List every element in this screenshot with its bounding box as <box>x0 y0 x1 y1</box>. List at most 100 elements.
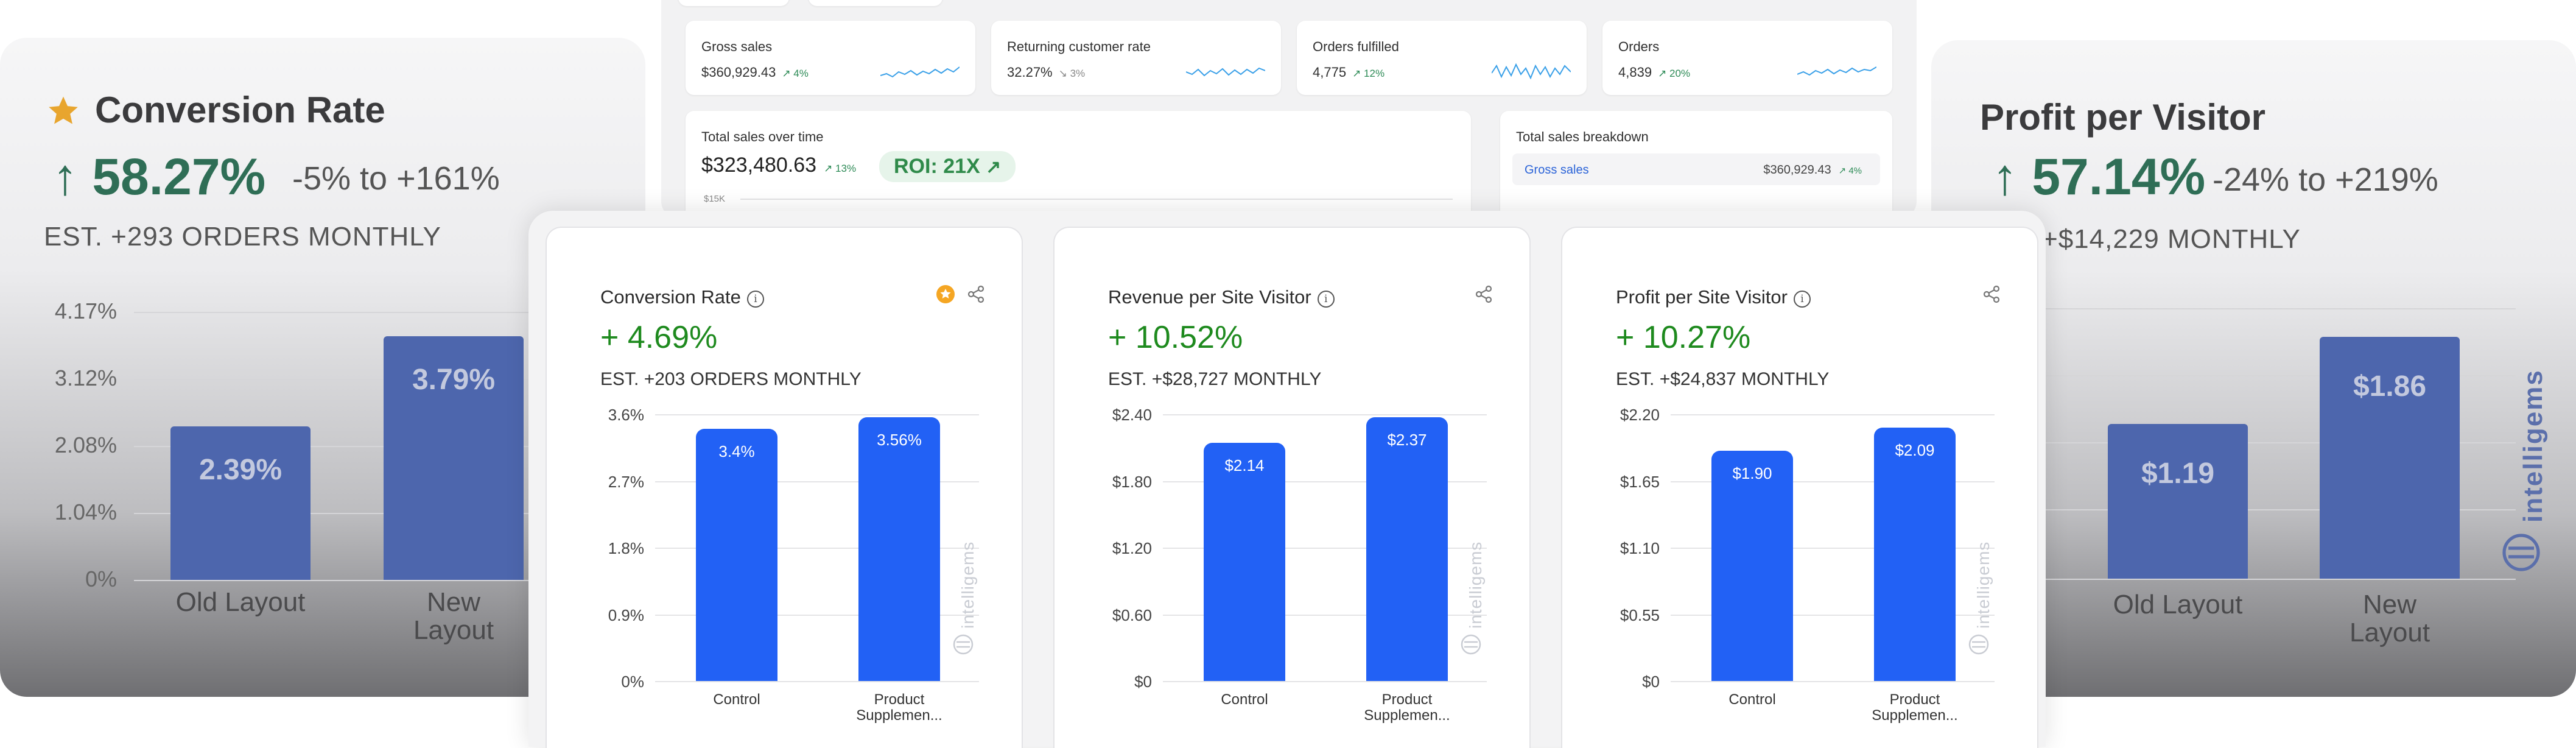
tick-label: $1.10 <box>1620 539 1660 557</box>
tick-label: $0 <box>1134 672 1152 691</box>
panel-title: Total sales over time <box>701 129 824 144</box>
analytics-dashboard: Gross sales $360,929.43 ↗ 4% Returning cu… <box>661 0 1917 245</box>
sparkline-icon <box>1797 66 1876 76</box>
card-title-text: Revenue per Site Visitor <box>1108 286 1311 308</box>
bar-value-label: $2.14 <box>1224 456 1265 475</box>
tick-label: 3.12% <box>54 365 117 390</box>
bar-value-label: $2.09 <box>1895 441 1935 459</box>
bg-card-range: -5% to +161% <box>292 160 500 197</box>
bg-card-title: Profit per Visitor <box>1980 97 2265 138</box>
card-title: Conversion Rate i <box>600 286 764 308</box>
bg-bar-old-layout: 2.39% <box>170 426 311 580</box>
kpi-orders-fulfilled[interactable]: Orders fulfilled 4,775 ↗ 12% <box>1297 21 1587 95</box>
bg-card-rate: ↑ 57.14% <box>1992 148 2206 205</box>
breakdown-row[interactable]: Gross sales $360,929.43 ↗ 4% <box>1512 153 1880 185</box>
bar-value-label: $1.86 <box>2353 370 2427 403</box>
category-label: New Layout <box>413 587 494 646</box>
roi-badge: ROI: 21X ↗ <box>879 151 1016 182</box>
card-title: Revenue per Site Visitor i <box>1108 286 1335 308</box>
star-icon <box>49 96 78 124</box>
star-badge-icon[interactable] <box>935 284 956 305</box>
bg-card-rate: ↑ 58.27% <box>52 148 266 205</box>
share-icon[interactable] <box>1981 284 2002 305</box>
bar-control: 3.4% <box>696 429 777 681</box>
sparkline-icon <box>1492 63 1571 80</box>
kpi-returning-customer-rate[interactable]: Returning customer rate 32.27% ↘ 3% <box>991 21 1281 95</box>
info-icon[interactable]: i <box>746 291 764 308</box>
intelligems-logo-icon <box>953 634 974 655</box>
kpi-title: Orders <box>1618 39 1660 54</box>
sparkline-icon <box>880 66 960 78</box>
bg-card-estimate: EST. +293 ORDERS MONTHLY <box>44 222 441 252</box>
card-title: Profit per Site Visitor i <box>1616 286 1811 308</box>
estimate-text: EST. +$24,837 MONTHLY <box>1616 369 1830 389</box>
bar-variant: $2.37 <box>1366 417 1448 681</box>
estimate-text: EST. +203 ORDERS MONTHLY <box>600 369 862 389</box>
tick-label: 1.04% <box>54 499 117 524</box>
info-icon[interactable]: i <box>1317 291 1335 308</box>
bg-card-title: Conversion Rate <box>95 90 385 130</box>
category-label: Control <box>1728 691 1776 708</box>
kpi-title: Gross sales <box>701 39 773 54</box>
lift-value: + 4.69% <box>600 320 718 355</box>
breakdown-row-value: $360,929.43 ↗ 4% <box>1763 163 1862 177</box>
bar-value-label: 3.79% <box>412 364 496 396</box>
category-label: Old Layout <box>2113 590 2243 619</box>
kpi-orders[interactable]: Orders 4,839 ↗ 20% <box>1602 21 1892 95</box>
share-icon[interactable] <box>966 284 986 305</box>
category-label: Control <box>1221 691 1268 708</box>
kpi-value-text: 32.27% <box>1007 65 1053 80</box>
bar-value-label: 3.56% <box>877 431 922 449</box>
metric-card-conversion-rate[interactable]: Conversion Rate i + 4.69% EST. +203 ORDER… <box>546 227 1023 748</box>
metric-card-revenue-per-visitor[interactable]: Revenue per Site Visitor i + 10.52% EST. … <box>1053 227 1531 748</box>
kpi-value: 32.27% ↘ 3% <box>1007 65 1085 80</box>
card-title-text: Conversion Rate <box>600 286 741 308</box>
tick-label: $1.65 <box>1620 473 1660 491</box>
sales-value: $323,480.63 ↗ 13% <box>701 153 856 177</box>
metric-card-profit-per-visitor[interactable]: Profit per Site Visitor i + 10.27% EST. +… <box>1561 227 2038 748</box>
kpi-title: Returning customer rate <box>1007 39 1151 54</box>
kpi-gross-sales[interactable]: Gross sales $360,929.43 ↗ 4% <box>686 21 975 95</box>
tick-label: $2.40 <box>1112 406 1152 424</box>
bar-variant: 3.56% <box>858 417 940 681</box>
bar-variant: $2.09 <box>1874 428 1956 681</box>
axis-tick: $15K <box>704 194 726 204</box>
watermark: intelligems <box>1974 541 1993 629</box>
metric-cards-container: Conversion Rate i + 4.69% EST. +203 ORDER… <box>528 211 2046 748</box>
tick-label: 1.8% <box>608 539 644 557</box>
tick-label: 3.6% <box>608 406 644 424</box>
roi-text: ROI: 21X <box>894 155 980 178</box>
card-title-text: Profit per Site Visitor <box>1616 286 1788 308</box>
kpi-delta: ↘ 3% <box>1058 68 1086 79</box>
kpi-value: 4,839 ↗ 20% <box>1618 65 1690 80</box>
bar-value-label: $1.19 <box>2141 457 2215 490</box>
bg-bar-new-layout: $1.86 <box>2320 337 2460 579</box>
tick-label: 0% <box>621 672 644 691</box>
tick-label: 0.9% <box>608 606 644 624</box>
bg-card-range: -24% to +219% <box>2213 161 2438 198</box>
kpi-delta: ↗ 4% <box>782 68 809 79</box>
sales-delta: ↗ 13% <box>824 163 857 174</box>
kpi-value-text: $360,929.43 <box>701 65 776 80</box>
kpi-value-text: 4,775 <box>1313 65 1347 80</box>
bar-value-label: 3.4% <box>718 442 755 460</box>
category-label: Control <box>713 691 760 708</box>
breakdown-value-text: $360,929.43 <box>1763 163 1831 177</box>
category-label: New Layout <box>2349 590 2430 648</box>
lift-value: + 10.27% <box>1616 320 1751 355</box>
bg-card-estimate: +$14,229 MONTHLY <box>2042 224 2301 254</box>
share-icon[interactable] <box>1473 284 1494 305</box>
category-label: Product Supplemen... <box>1872 691 1958 724</box>
kpi-value-text: 4,839 <box>1618 65 1652 80</box>
breakdown-row-label: Gross sales <box>1525 163 1589 177</box>
bar-value-label: $1.90 <box>1732 464 1772 482</box>
sparkline-icon <box>1186 67 1265 77</box>
bar-value-label: 2.39% <box>198 454 283 486</box>
intelligems-logo-icon <box>1461 634 1481 655</box>
info-icon[interactable]: i <box>1793 291 1811 308</box>
intelligems-logo-icon <box>2502 534 2540 571</box>
lift-value: + 10.52% <box>1108 320 1243 355</box>
kpi-delta: ↗ 20% <box>1658 68 1691 79</box>
tick-label: 2.08% <box>54 432 117 457</box>
bar-control: $1.90 <box>1711 451 1793 681</box>
